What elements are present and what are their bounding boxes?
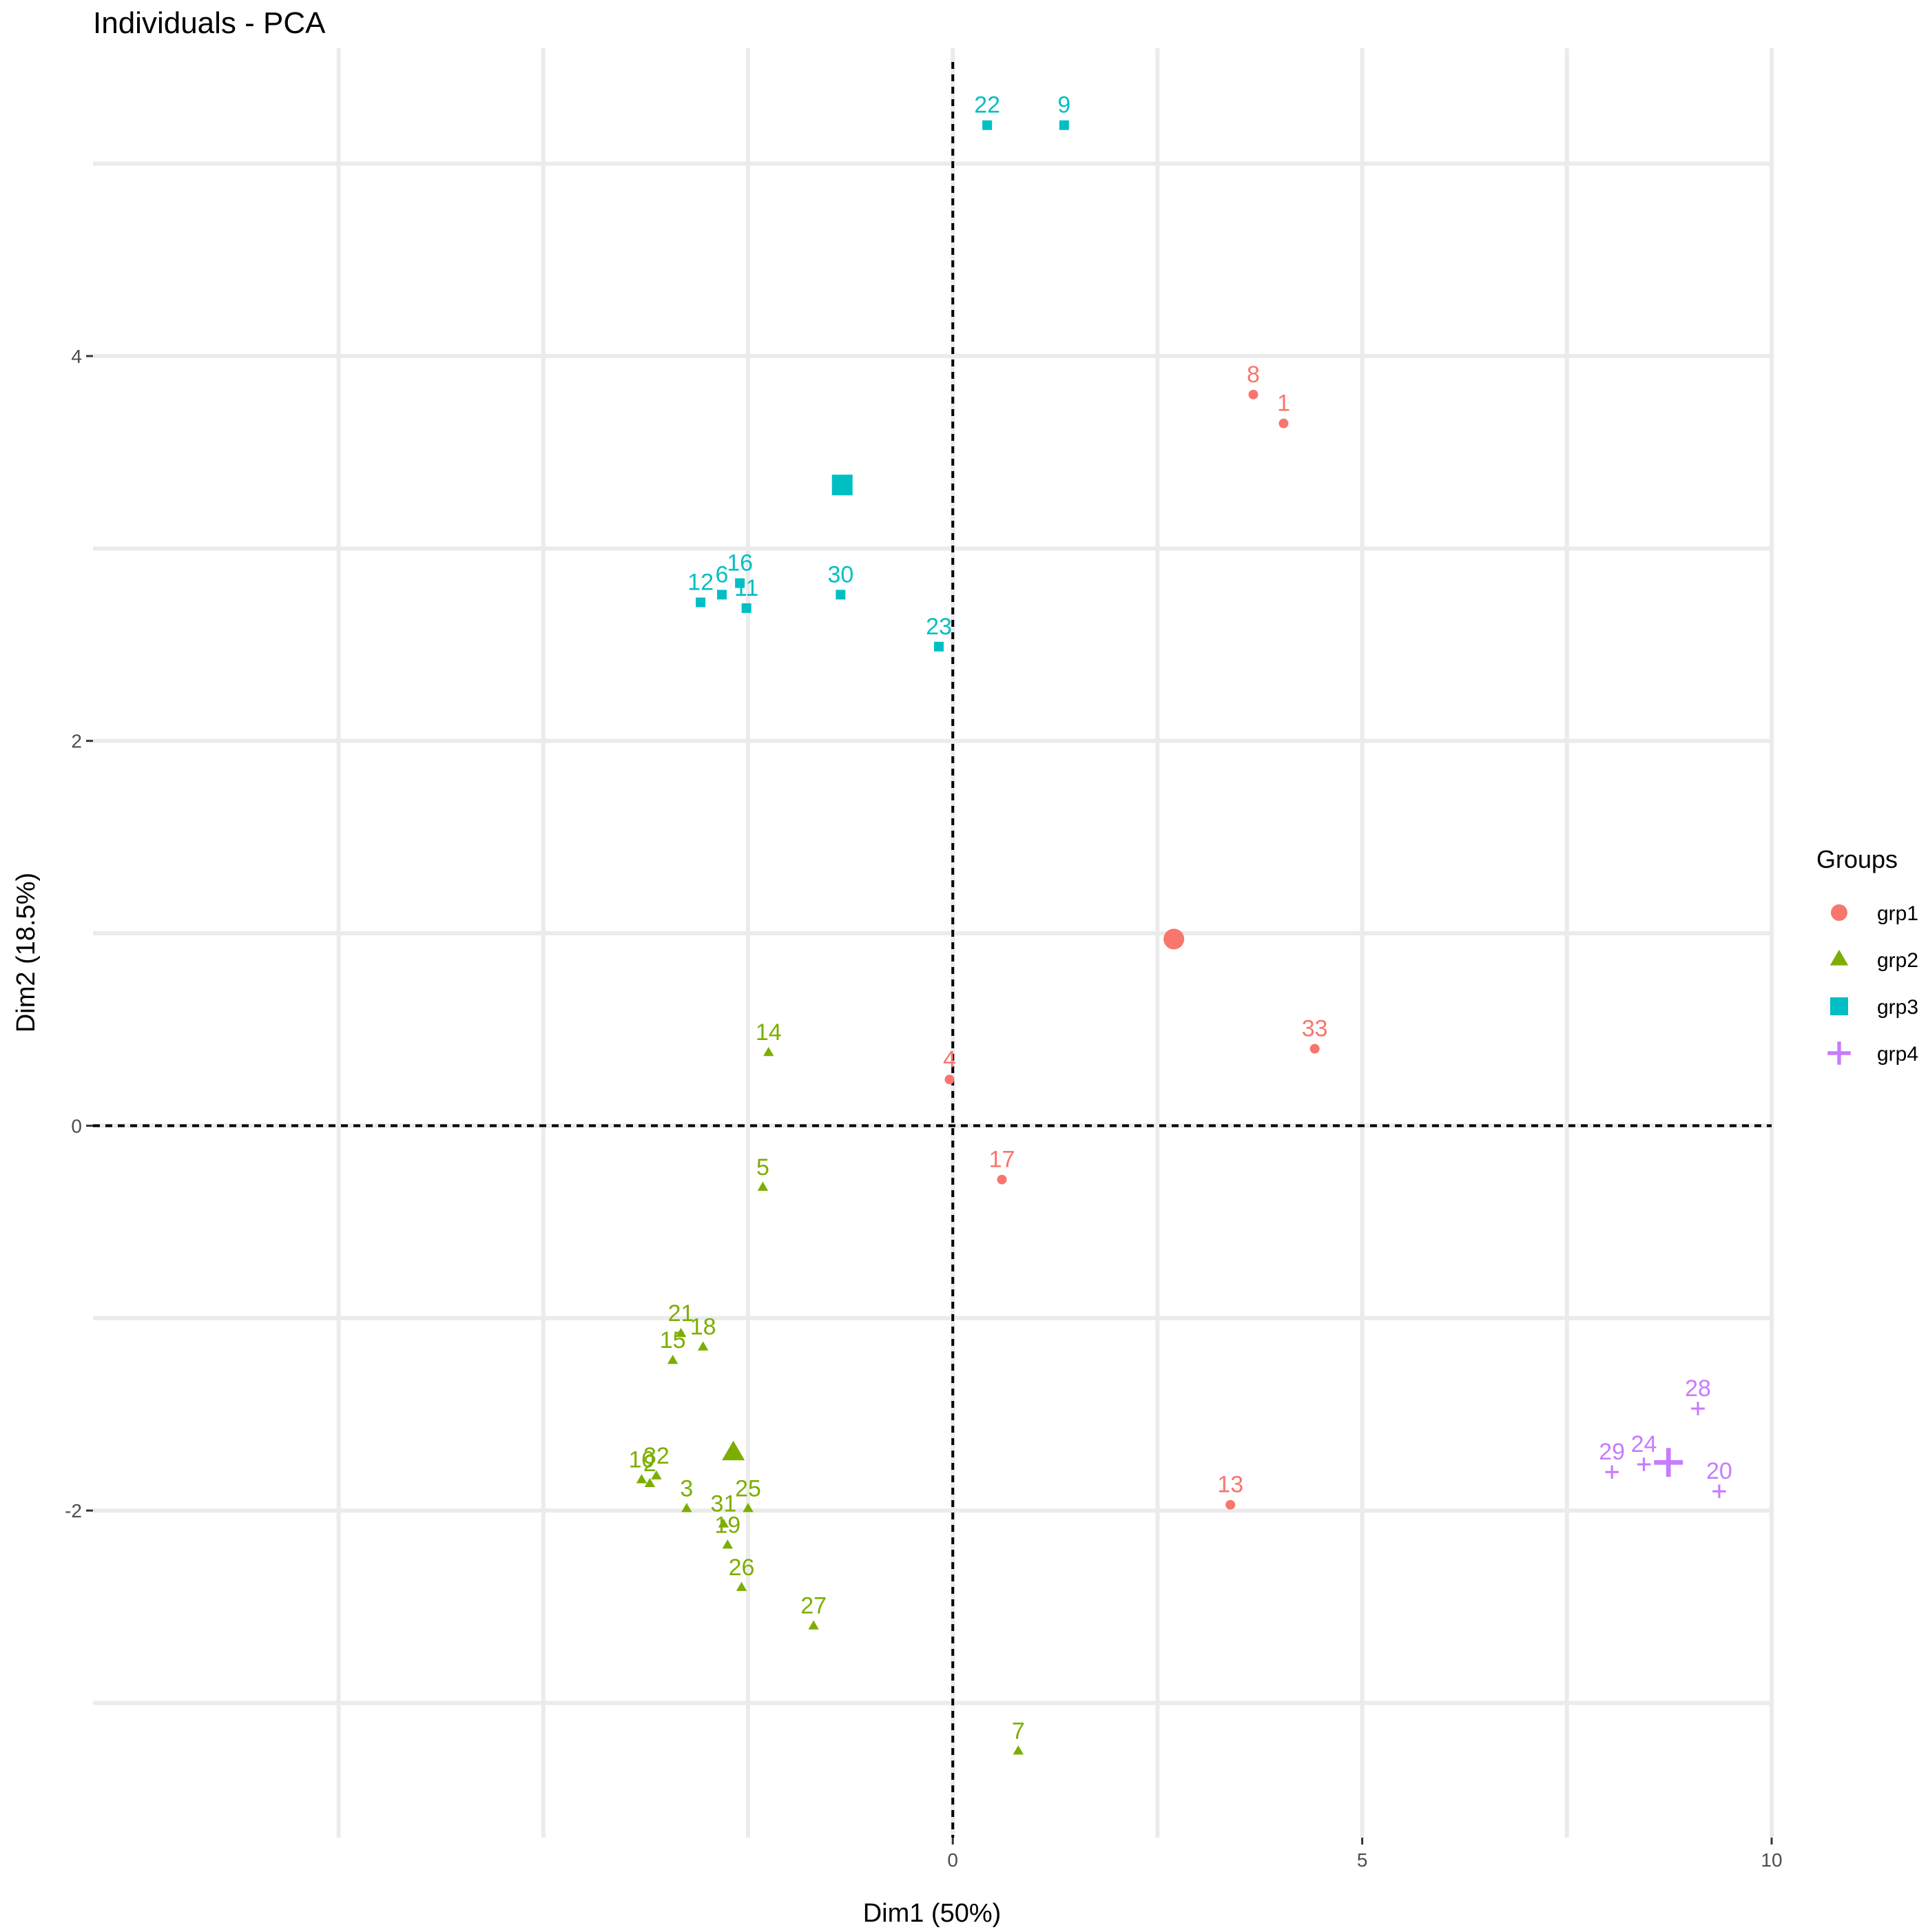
point-label: 16: [727, 550, 753, 577]
point-label: 24: [1631, 1431, 1657, 1457]
point-label: 18: [690, 1314, 716, 1340]
point-grp2: [1013, 1745, 1024, 1755]
point-grp3: [741, 603, 751, 613]
group-centroids: [722, 475, 1683, 1477]
point-grp2: [644, 1477, 656, 1488]
grp3-centroid-marker: [831, 475, 853, 496]
legend-label-grp2: grp2: [1877, 949, 1918, 972]
point-label: 1: [1277, 391, 1290, 417]
point-label: 19: [714, 1512, 740, 1538]
point-label: 12: [687, 570, 714, 596]
legend-label-grp1: grp1: [1877, 902, 1918, 925]
y-tick-label: 4: [71, 346, 82, 367]
gridlines: [93, 48, 1774, 1838]
x-axis-title: Dim1 (50%): [863, 1899, 1002, 1928]
point-grp3: [735, 578, 745, 588]
grp2-centroid-marker: [722, 1440, 745, 1461]
reference-lines: [93, 62, 1772, 1838]
point-grp2: [757, 1181, 769, 1191]
point-label: 26: [729, 1555, 755, 1581]
legend-label-grp4: grp4: [1877, 1043, 1918, 1066]
legend: Groups grp1 grp2 grp3 grp4: [1816, 845, 1918, 1066]
point-grp3: [716, 590, 727, 600]
point-label: 33: [1302, 1016, 1328, 1042]
point-grp2: [718, 1518, 729, 1528]
point-label: 14: [756, 1019, 782, 1046]
point-label: 29: [1599, 1439, 1625, 1465]
point-grp1: [1225, 1499, 1236, 1510]
y-tick-label: -2: [65, 1500, 82, 1521]
point-grp2: [722, 1539, 734, 1549]
legend-label-grp3: grp3: [1877, 996, 1918, 1019]
point-label: 25: [735, 1475, 761, 1502]
point-grp4: [1691, 1402, 1705, 1415]
point-grp2: [808, 1620, 819, 1630]
legend-grp2-icon: [1829, 949, 1849, 966]
point-label: 27: [800, 1593, 827, 1619]
point-label: 11: [734, 575, 758, 601]
point-label: 32: [643, 1443, 670, 1469]
point-grp2: [697, 1341, 709, 1351]
point-label: 28: [1685, 1375, 1711, 1402]
y-axis-title: Dim2 (18.5%): [12, 873, 41, 1032]
legend-grp3-icon: [1830, 997, 1848, 1015]
grp1-centroid-marker: [1163, 928, 1185, 950]
data-points: [636, 120, 1726, 1755]
point-label: 9: [1057, 92, 1070, 118]
point-grp2: [636, 1474, 647, 1484]
point-label: 15: [660, 1327, 686, 1353]
point-grp2: [743, 1503, 754, 1513]
point-grp2: [763, 1046, 774, 1057]
point-label: 3: [680, 1475, 693, 1502]
point-grp1: [1309, 1043, 1320, 1054]
point-grp2: [651, 1470, 662, 1479]
point-label: 17: [989, 1147, 1015, 1173]
x-tick-label: 5: [1357, 1849, 1368, 1871]
point-grp1: [1278, 418, 1289, 428]
y-tick-label: 0: [71, 1115, 82, 1136]
grp4-centroid-marker: [1654, 1448, 1683, 1477]
point-label: 2: [643, 1451, 656, 1477]
point-grp1: [944, 1074, 955, 1085]
point-label: 8: [1247, 362, 1260, 388]
point-label: 21: [668, 1300, 694, 1327]
point-grp2: [681, 1503, 692, 1513]
legend-items: grp1 grp2 grp3 grp4: [1827, 902, 1918, 1066]
point-label: 23: [926, 614, 952, 640]
point-label: 10: [629, 1446, 655, 1473]
legend-grp1-icon: [1831, 904, 1847, 921]
x-tick-label: 10: [1761, 1849, 1782, 1871]
legend-title: Groups: [1816, 845, 1898, 873]
point-label: 6: [716, 561, 729, 588]
point-label: 5: [756, 1154, 769, 1181]
point-grp3: [1059, 120, 1069, 130]
y-tick-label: 2: [71, 731, 82, 752]
point-grp3: [934, 641, 944, 652]
point-label: 20: [1706, 1458, 1732, 1484]
point-grp4: [1605, 1465, 1619, 1479]
point-label: 7: [1012, 1718, 1025, 1744]
point-grp3: [696, 597, 706, 607]
point-label: 31: [710, 1491, 736, 1517]
point-label: 13: [1217, 1472, 1243, 1498]
point-label: 22: [974, 92, 1000, 118]
chart-title: Individuals - PCA: [93, 6, 326, 40]
point-grp2: [667, 1354, 678, 1364]
point-grp2: [675, 1327, 687, 1338]
point-grp2: [736, 1581, 747, 1591]
legend-grp4-icon: [1827, 1041, 1851, 1065]
point-label: 4: [943, 1046, 956, 1072]
point-grp3: [836, 590, 846, 600]
point-label: 30: [827, 561, 853, 588]
point-grp4: [1637, 1457, 1651, 1471]
x-tick-label: 0: [947, 1849, 958, 1871]
point-grp4: [1712, 1484, 1726, 1498]
point-grp1: [1248, 389, 1258, 399]
point-grp1: [997, 1174, 1007, 1185]
point-grp3: [982, 120, 993, 130]
